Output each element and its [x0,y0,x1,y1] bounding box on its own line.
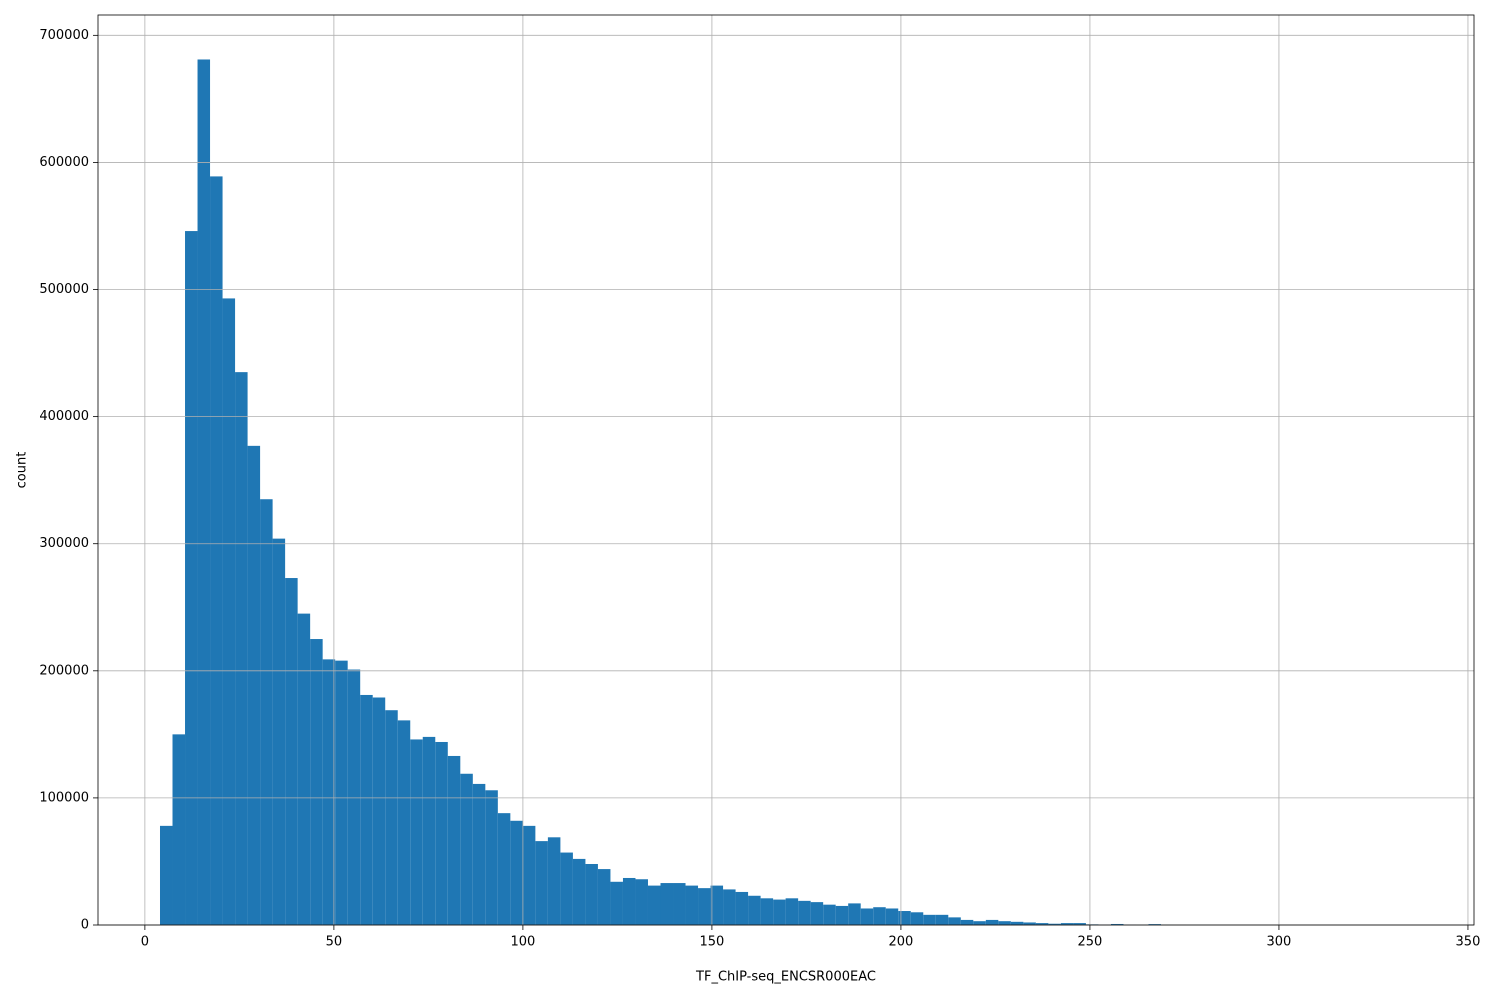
bar [397,720,411,925]
y-axis-label: count [15,452,30,489]
bar [272,538,286,925]
y-tick-label: 300000 [39,536,89,551]
bar [873,907,886,925]
x-axis-label: TF_ChIP-seq_ENCSR000EAC [695,970,876,985]
bar [285,578,298,925]
bar [260,499,273,925]
bar [810,902,824,925]
x-tick-label: 50 [326,935,343,950]
bar [335,660,348,925]
bar [698,888,711,925]
bar [447,755,461,925]
bar [172,734,186,925]
bar [410,739,423,925]
bar [597,869,611,925]
y-tick-label: 200000 [39,663,89,678]
bar [497,813,511,925]
bar [1048,923,1061,925]
bar [235,372,248,926]
bar [535,841,548,925]
bar [1060,923,1074,925]
bar [435,741,448,925]
bar [385,710,398,925]
bar [547,837,561,925]
bar [1010,921,1024,925]
bar [360,694,373,925]
plot-frame [97,14,1475,926]
bar [798,900,811,925]
bar [985,919,999,925]
x-tick-label: 0 [141,935,149,950]
bar [1023,922,1036,925]
x-tick-label: 150 [699,935,724,950]
bar [1148,924,1161,925]
bar [710,885,724,925]
bar [660,883,674,925]
bar [723,889,736,925]
bar [1035,923,1049,925]
bar [197,59,211,926]
x-tick-label: 300 [1267,935,1292,950]
bar [910,912,924,925]
bar [347,669,361,925]
bar [297,613,311,925]
bar [860,908,874,925]
bar [635,879,648,925]
bar [673,883,686,925]
bar [898,911,911,925]
bar [848,903,861,925]
bar [773,899,786,925]
bar [647,885,661,925]
bar [560,852,573,925]
bar [760,898,774,925]
bar [748,895,761,925]
y-tick-label: 500000 [39,282,89,297]
bar [522,825,536,925]
bar [785,898,799,925]
bar [585,863,598,925]
bar [960,919,974,925]
y-tick-label: 0 [81,918,89,933]
bar [835,905,849,925]
y-tick-label: 700000 [39,28,89,43]
bar [610,881,623,925]
bar [823,904,836,925]
bar [935,914,949,925]
bar [210,176,223,925]
x-tick-label: 250 [1078,935,1103,950]
bar [372,697,386,925]
bar [422,736,436,925]
bar [948,917,961,925]
x-tick-label: 200 [889,935,914,950]
bar [222,298,236,926]
bar [622,877,636,925]
x-tick-label: 100 [510,935,535,950]
bar [185,231,198,925]
y-tick-label: 600000 [39,155,89,170]
bar [735,891,749,925]
y-tick-label: 100000 [39,790,89,805]
bar [472,783,486,925]
bar [1110,923,1124,925]
bar [510,820,523,925]
bar [1073,923,1086,925]
bar [998,921,1011,925]
bar [247,445,261,925]
bar [572,858,586,925]
bar [460,773,473,925]
y-tick-label: 400000 [39,409,89,424]
bar [310,639,323,925]
bar [885,908,899,925]
bar [159,825,173,925]
bar [485,790,498,925]
bar [685,885,699,925]
x-tick-label: 350 [1456,935,1481,950]
bar [973,921,986,925]
bar [322,659,336,925]
bar [923,914,936,925]
